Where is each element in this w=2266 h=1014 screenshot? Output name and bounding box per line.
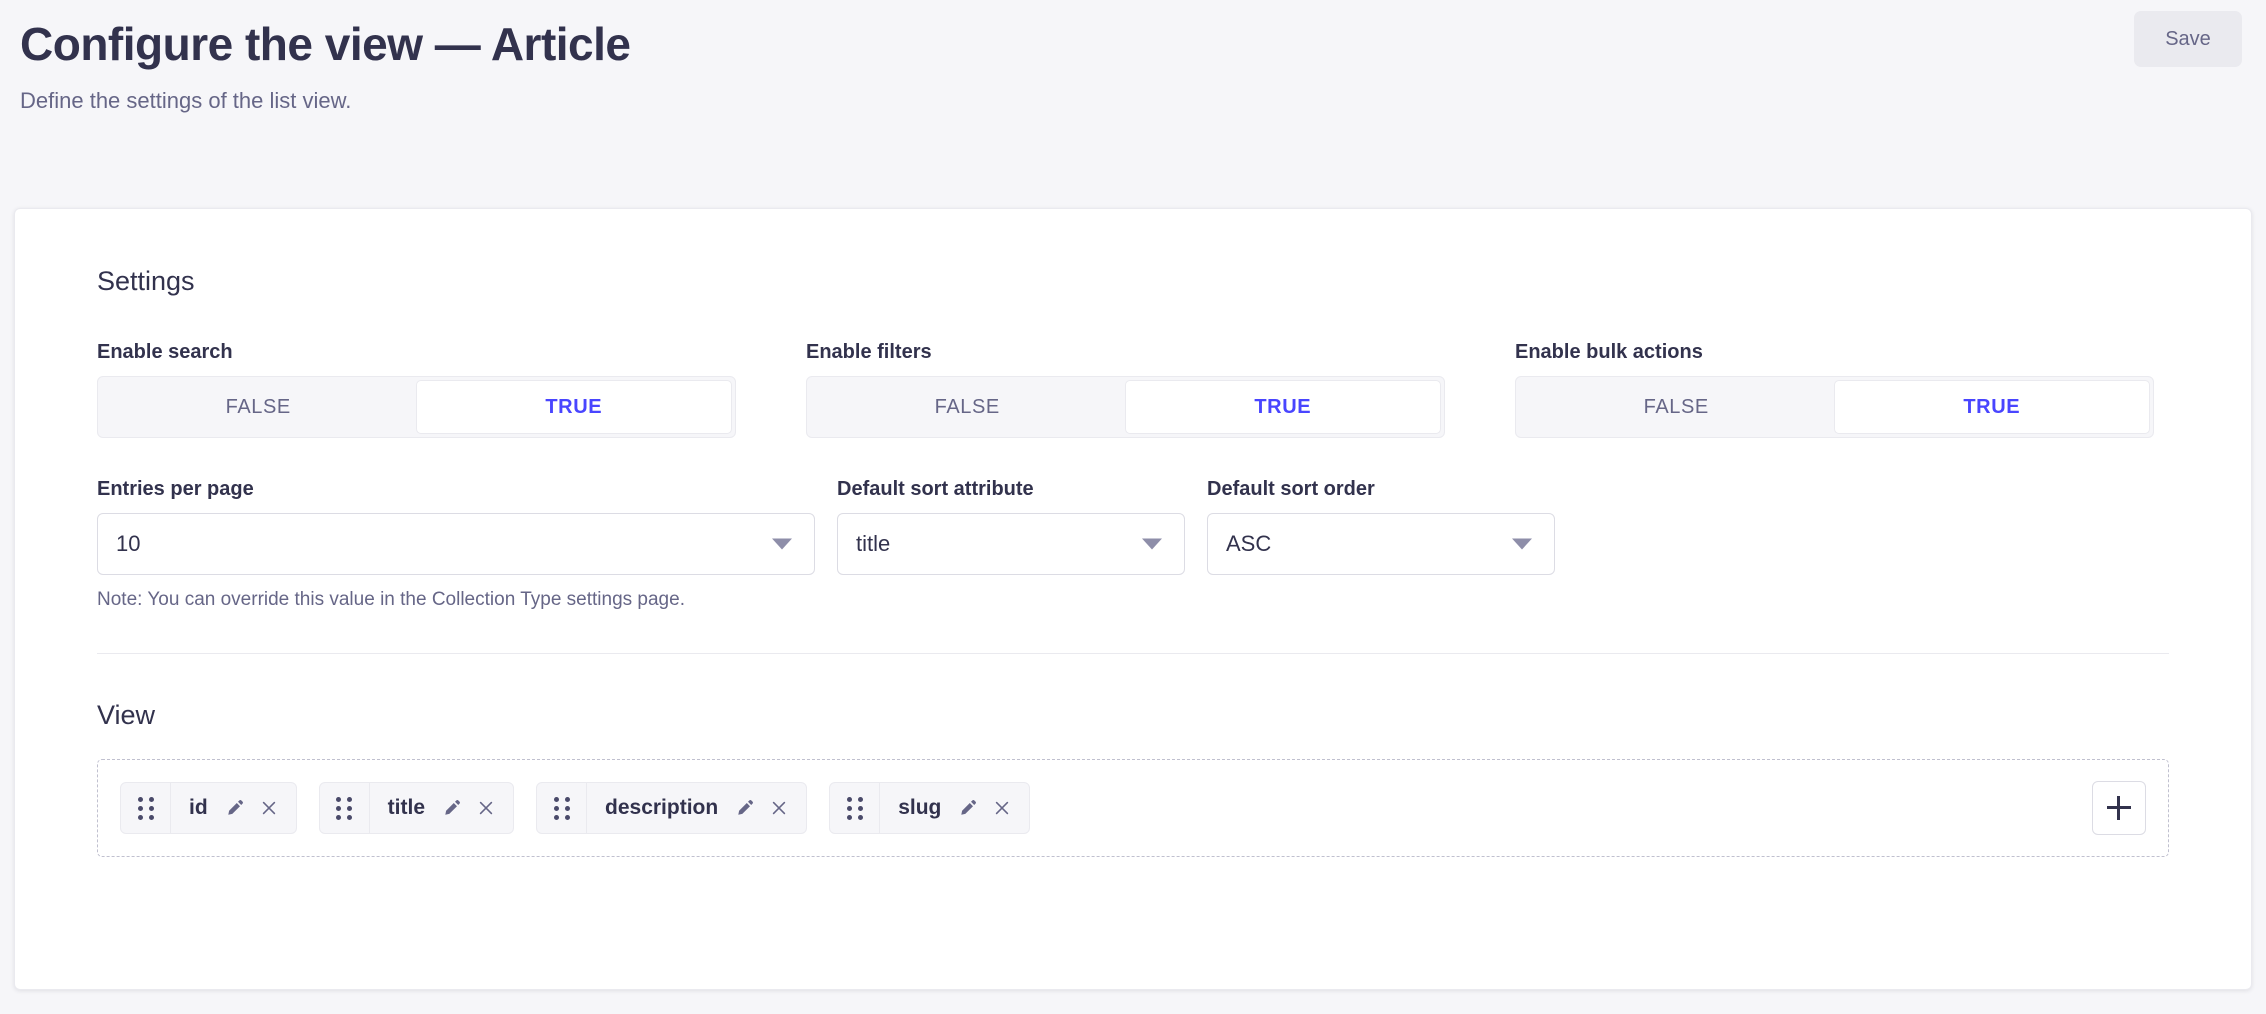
enable-search-true-option[interactable]: TRUE bbox=[415, 380, 732, 434]
default-sort-order-group: Default sort order ASC bbox=[1207, 478, 1555, 611]
close-icon[interactable] bbox=[256, 795, 282, 821]
enable-search-toggle[interactable]: FALSE TRUE bbox=[97, 376, 736, 438]
enable-filters-true-option[interactable]: TRUE bbox=[1124, 380, 1441, 434]
enable-bulk-actions-true-option[interactable]: TRUE bbox=[1833, 380, 2150, 434]
default-sort-order-label: Default sort order bbox=[1207, 478, 1375, 500]
entries-per-page-note: Note: You can override this value in the… bbox=[97, 589, 685, 610]
default-sort-attribute-select[interactable]: title bbox=[837, 513, 1185, 575]
entries-per-page-value: 10 bbox=[116, 531, 141, 556]
list-item[interactable]: description bbox=[536, 782, 808, 834]
enable-filters-toggle[interactable]: FALSE TRUE bbox=[806, 376, 1445, 438]
enable-filters-false-option[interactable]: FALSE bbox=[934, 395, 1000, 418]
settings-section-title: Settings bbox=[97, 266, 195, 296]
chevron-down-icon bbox=[1142, 538, 1162, 550]
chevron-down-icon bbox=[1512, 538, 1532, 550]
close-icon[interactable] bbox=[473, 795, 499, 821]
toggle-group-enable-search: Enable search FALSE TRUE bbox=[97, 341, 736, 438]
default-sort-attribute-group: Default sort attribute title bbox=[837, 478, 1185, 611]
default-sort-attribute-label: Default sort attribute bbox=[837, 478, 1034, 500]
pencil-icon[interactable] bbox=[955, 795, 981, 821]
field-chip-label: title bbox=[387, 796, 426, 819]
save-button[interactable]: Save bbox=[2134, 11, 2242, 67]
list-item[interactable]: id bbox=[120, 782, 297, 834]
plus-icon bbox=[2107, 796, 2131, 820]
field-chip-label: id bbox=[189, 796, 208, 819]
enable-bulk-actions-label: Enable bulk actions bbox=[1515, 341, 1703, 363]
drag-handle-icon[interactable] bbox=[121, 783, 171, 833]
entries-per-page-group: Entries per page 10 Note: You can overri… bbox=[97, 478, 815, 611]
page-header: Configure the view — Article Define the … bbox=[0, 0, 2266, 208]
toggle-group-enable-filters: Enable filters FALSE TRUE bbox=[806, 341, 1445, 438]
list-item[interactable]: slug bbox=[829, 782, 1031, 834]
chevron-down-icon bbox=[772, 538, 792, 550]
section-divider bbox=[97, 653, 2169, 654]
view-fields-area: id title bbox=[97, 759, 2169, 857]
toggle-group-enable-bulk-actions: Enable bulk actions FALSE TRUE bbox=[1515, 341, 2154, 438]
add-field-button[interactable] bbox=[2092, 781, 2146, 835]
drag-handle-icon[interactable] bbox=[537, 783, 588, 833]
enable-bulk-actions-false-option[interactable]: FALSE bbox=[1643, 395, 1709, 418]
pencil-icon[interactable] bbox=[732, 795, 758, 821]
field-chip-body: title bbox=[370, 783, 513, 833]
toggles-row: Enable search FALSE TRUE Enable filters … bbox=[97, 341, 2169, 438]
entries-per-page-select[interactable]: 10 bbox=[97, 513, 815, 575]
drag-handle-icon[interactable] bbox=[320, 783, 370, 833]
enable-search-label: Enable search bbox=[97, 341, 233, 363]
pencil-icon[interactable] bbox=[222, 795, 248, 821]
field-chip-label: slug bbox=[898, 796, 942, 819]
pencil-icon[interactable] bbox=[439, 795, 465, 821]
close-icon[interactable] bbox=[766, 795, 792, 821]
field-chip-body: id bbox=[171, 783, 296, 833]
drag-handle-icon[interactable] bbox=[830, 783, 881, 833]
page-subtitle: Define the settings of the list view. bbox=[20, 87, 352, 113]
field-chip-body: description bbox=[587, 783, 806, 833]
settings-card: Settings Enable search FALSE TRUE Enable… bbox=[14, 208, 2252, 990]
page-title: Configure the view — Article bbox=[20, 18, 631, 70]
enable-bulk-actions-toggle[interactable]: FALSE TRUE bbox=[1515, 376, 2154, 438]
list-item[interactable]: title bbox=[318, 782, 515, 834]
selects-row: Entries per page 10 Note: You can overri… bbox=[97, 478, 2169, 611]
close-icon[interactable] bbox=[989, 795, 1015, 821]
default-sort-order-select[interactable]: ASC bbox=[1207, 513, 1555, 575]
default-sort-attribute-value: title bbox=[856, 531, 891, 556]
field-chip-label: description bbox=[605, 796, 719, 819]
enable-search-false-option[interactable]: FALSE bbox=[225, 395, 291, 418]
view-section-title: View bbox=[97, 700, 156, 730]
enable-filters-label: Enable filters bbox=[806, 341, 932, 363]
field-chip-body: slug bbox=[880, 783, 1029, 833]
default-sort-order-value: ASC bbox=[1226, 531, 1272, 556]
entries-per-page-label: Entries per page bbox=[97, 478, 254, 500]
